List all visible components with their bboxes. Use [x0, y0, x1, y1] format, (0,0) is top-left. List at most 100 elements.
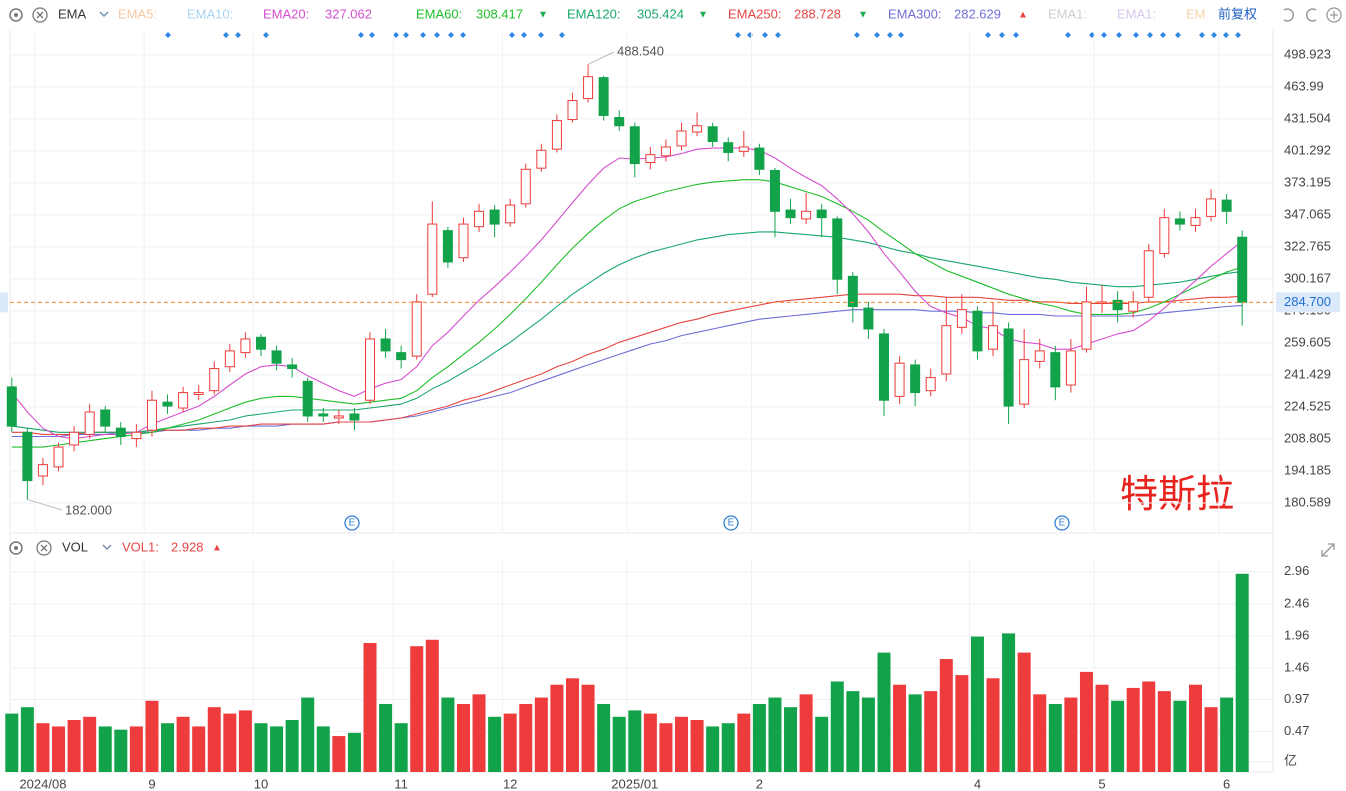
volume-bar	[1235, 573, 1249, 772]
volume-bar	[534, 697, 548, 772]
candle-body	[396, 352, 407, 361]
candle-body	[193, 392, 204, 395]
candle-body	[442, 230, 453, 263]
high-label: 488.540	[617, 43, 664, 58]
y-tick-label: 373.195	[1284, 174, 1331, 189]
volume-bar	[83, 716, 97, 772]
event-dot	[735, 32, 741, 38]
candle-body	[380, 338, 391, 352]
event-dot	[985, 32, 991, 38]
candle-body	[6, 386, 17, 427]
close-icon[interactable]	[36, 540, 52, 556]
y-tick-label: 322.765	[1284, 238, 1331, 253]
legend-arrow: ▼	[538, 10, 548, 21]
candle-body	[224, 350, 235, 368]
y-tick-label: 1.46	[1284, 659, 1309, 674]
legend-value: 327.062	[325, 6, 372, 21]
candle-body	[1034, 350, 1045, 362]
volume-bar	[970, 636, 984, 772]
svg-text:E: E	[728, 518, 735, 529]
candle-body	[754, 147, 765, 170]
volume-bar	[394, 723, 408, 772]
event-dot	[538, 32, 544, 38]
candle-body	[941, 325, 952, 375]
volume-bar	[285, 720, 299, 772]
candle-body	[209, 368, 220, 392]
undo-icon[interactable]	[1283, 8, 1294, 22]
event-dot	[1065, 32, 1071, 38]
event-dot	[420, 32, 426, 38]
candle-body	[162, 401, 173, 407]
x-tick-label: 6	[1223, 776, 1230, 791]
event-dot	[854, 32, 860, 38]
event-dot	[762, 32, 768, 38]
event-dot	[559, 32, 565, 38]
legend-value: 288.728	[794, 6, 841, 21]
event-dot	[1147, 32, 1153, 38]
candle-body	[115, 427, 126, 437]
volume-bar	[223, 713, 237, 772]
volume-bar	[893, 684, 907, 772]
volume-bar	[877, 652, 891, 772]
candle-body	[536, 149, 547, 169]
expand-icon[interactable]	[1321, 543, 1335, 557]
dropdown-icon[interactable]	[102, 544, 112, 551]
candle-body	[988, 325, 999, 350]
volume-bar	[581, 684, 595, 772]
volume-bar	[1095, 684, 1109, 772]
volume-bar	[332, 736, 346, 772]
volume-bar	[690, 720, 704, 772]
candle-body	[738, 146, 749, 152]
volume-bar	[176, 716, 190, 772]
last-price-label: 284.700	[1284, 294, 1331, 309]
legend-name: EMA20:	[263, 6, 309, 21]
stock-name: 特斯拉	[1120, 474, 1234, 516]
x-tick-label: 10	[254, 776, 268, 791]
event-dot	[235, 32, 241, 38]
y-tick-label: 208.805	[1284, 430, 1331, 445]
legend-value: 282.629	[954, 6, 1001, 21]
event-marker[interactable]: E	[344, 515, 360, 531]
dropdown-icon[interactable]	[99, 11, 109, 18]
high-leader	[587, 51, 615, 65]
settings-icon[interactable]	[9, 8, 23, 22]
x-tick-label: 9	[148, 776, 155, 791]
candle-body	[1159, 217, 1170, 255]
settings-icon[interactable]	[9, 541, 23, 555]
legend-arrow: ▲	[1018, 10, 1028, 21]
y-tick-label: 2.46	[1284, 595, 1309, 610]
add-icon[interactable]	[1326, 7, 1342, 23]
event-dot	[369, 32, 375, 38]
y-tick-label: 1.96	[1284, 627, 1309, 642]
volume-bar	[550, 684, 564, 772]
event-marker[interactable]: E	[723, 515, 739, 531]
volume-bar	[5, 713, 19, 772]
candle-body	[551, 120, 562, 150]
volume-bar	[114, 729, 128, 772]
event-dot	[1223, 32, 1229, 38]
volume-bar	[129, 726, 143, 772]
volume-bar	[768, 697, 782, 772]
y-tick-label: 241.429	[1284, 366, 1331, 381]
legend-arrow: ▼	[858, 10, 868, 21]
event-dot	[1235, 32, 1241, 38]
legend-name: EMA250:	[728, 6, 781, 21]
candle-body	[832, 218, 843, 280]
x-tick-label: 11	[394, 776, 408, 791]
candle-body	[567, 100, 578, 121]
volume-bar	[347, 732, 361, 772]
candle-body	[692, 125, 703, 133]
event-dot	[1013, 32, 1019, 38]
event-dot	[887, 32, 893, 38]
candle-body	[427, 223, 438, 295]
legend-value: 305.424	[637, 6, 684, 21]
volume-bar	[145, 700, 159, 772]
event-marker[interactable]: E	[1054, 515, 1070, 531]
candle-body	[255, 336, 266, 350]
adjust-button[interactable]: 前复权	[1218, 6, 1257, 21]
redo-icon[interactable]	[1306, 8, 1317, 22]
close-icon[interactable]	[32, 7, 48, 23]
y-tick-label: 431.504	[1284, 110, 1331, 125]
volume-bar	[706, 726, 720, 772]
x-tick-label: 12	[503, 776, 517, 791]
